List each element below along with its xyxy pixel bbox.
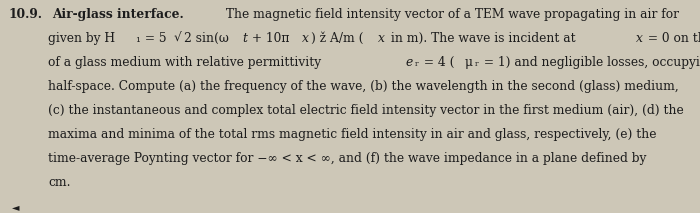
Text: √: √ bbox=[174, 32, 182, 45]
Text: x: x bbox=[378, 32, 385, 45]
Text: Air-glass interface.: Air-glass interface. bbox=[52, 8, 183, 21]
Text: half-space. Compute (a) the frequency of the wave, (b) the wavelength in the sec: half-space. Compute (a) the frequency of… bbox=[48, 80, 679, 93]
Text: (c) the instantaneous and complex total electric field intensity vector in the f: (c) the instantaneous and complex total … bbox=[48, 104, 684, 117]
Text: cm.: cm. bbox=[48, 176, 71, 189]
Text: 2 sin(ω: 2 sin(ω bbox=[184, 32, 229, 45]
Text: of a glass medium with relative permittivity: of a glass medium with relative permitti… bbox=[48, 56, 325, 69]
Text: 10.9.: 10.9. bbox=[8, 8, 42, 21]
Text: = 1) and negligible losses, occupying the: = 1) and negligible losses, occupying th… bbox=[480, 56, 700, 69]
Text: μ: μ bbox=[465, 56, 472, 69]
Text: ) ž A/m (: ) ž A/m ( bbox=[311, 32, 363, 45]
Text: e: e bbox=[405, 56, 413, 69]
Text: maxima and minima of the total rms magnetic field intensity in air and glass, re: maxima and minima of the total rms magne… bbox=[48, 128, 657, 141]
Text: ₁: ₁ bbox=[134, 32, 139, 45]
Text: ◄: ◄ bbox=[12, 202, 20, 212]
Text: t: t bbox=[242, 32, 246, 45]
Text: x: x bbox=[636, 32, 643, 45]
Text: given by H: given by H bbox=[48, 32, 115, 45]
Text: + 10π: + 10π bbox=[248, 32, 290, 45]
Text: The magnetic field intensity vector of a TEM wave propagating in air for: The magnetic field intensity vector of a… bbox=[222, 8, 682, 21]
Text: time-average Poynting vector for −∞ < x < ∞, and (f) the wave impedance in a pla: time-average Poynting vector for −∞ < x … bbox=[48, 152, 650, 165]
Text: in m). The wave is incident at: in m). The wave is incident at bbox=[387, 32, 580, 45]
Text: ᵣ: ᵣ bbox=[415, 56, 419, 69]
Text: = 5: = 5 bbox=[141, 32, 167, 45]
Text: ᵣ: ᵣ bbox=[475, 56, 479, 69]
Text: x: x bbox=[302, 32, 309, 45]
Text: = 4 (: = 4 ( bbox=[420, 56, 454, 69]
Text: = 0 on the planar interface: = 0 on the planar interface bbox=[645, 32, 700, 45]
